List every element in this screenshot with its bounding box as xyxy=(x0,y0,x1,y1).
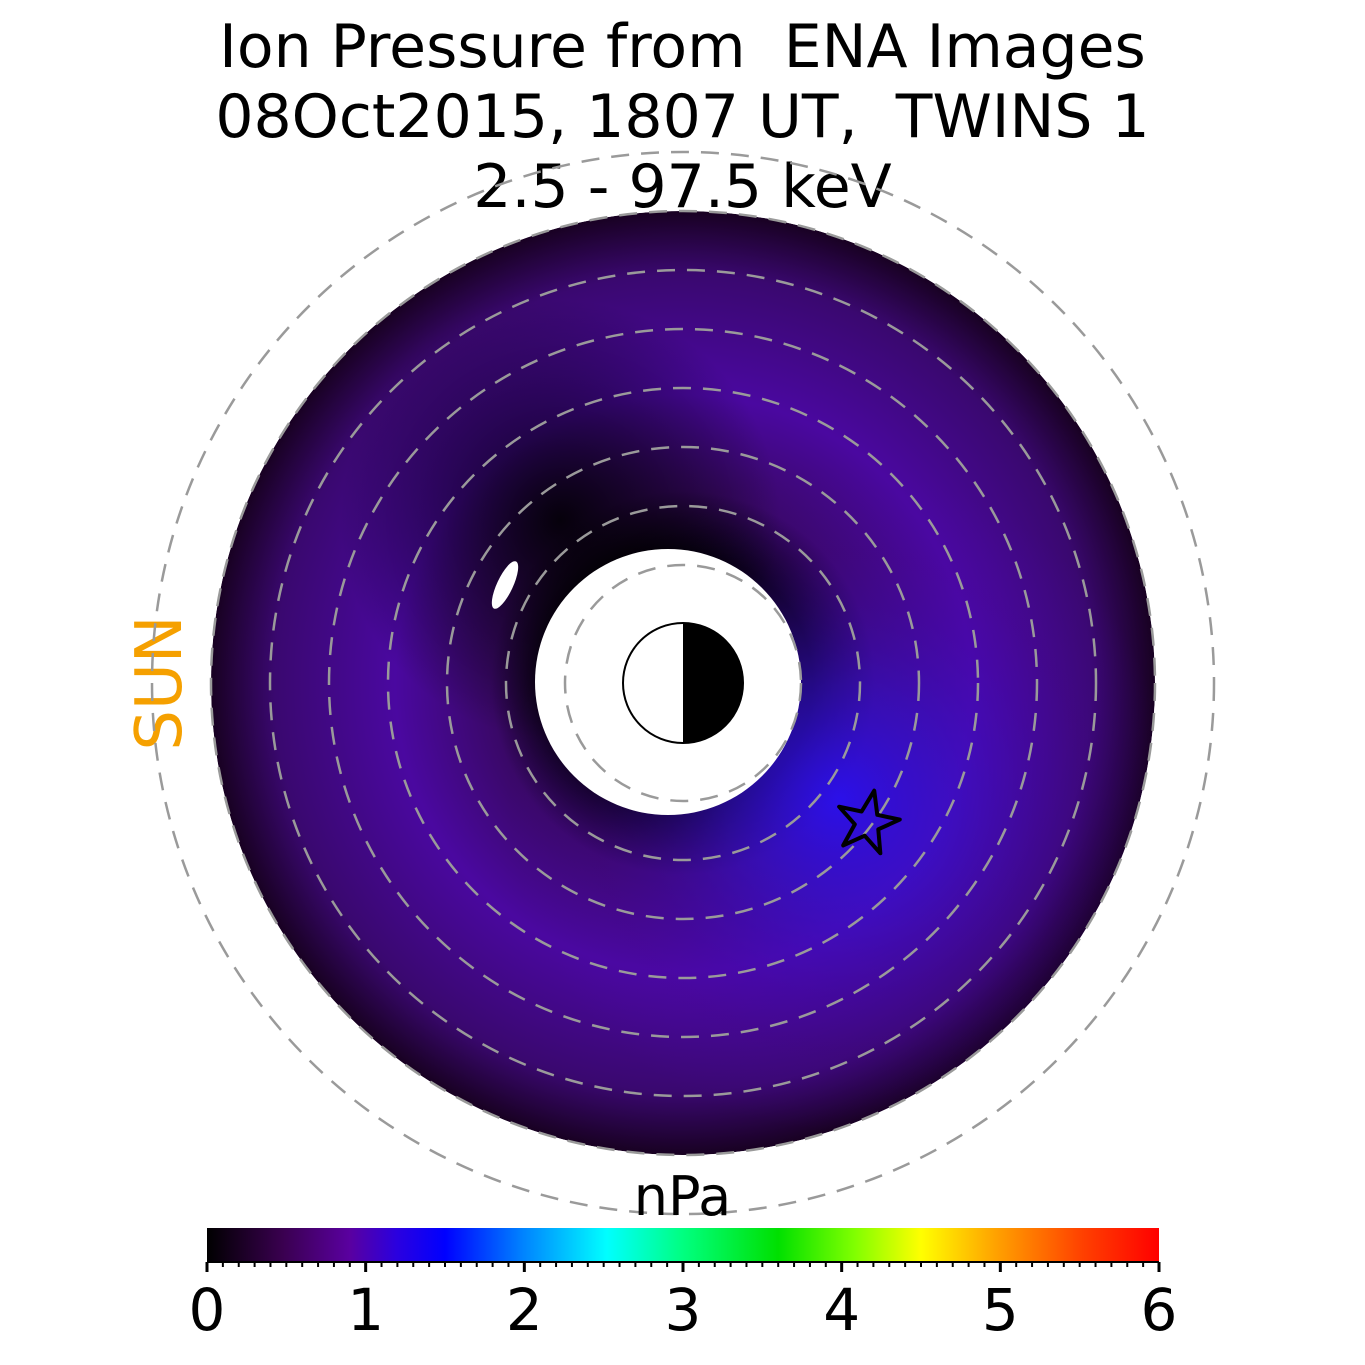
star-icon xyxy=(837,788,902,856)
distance-circle xyxy=(268,268,1098,1098)
colorbar xyxy=(207,1228,1159,1262)
distance-circle xyxy=(563,563,803,803)
distance-circle xyxy=(327,327,1039,1039)
colorbar-tick-label: 1 xyxy=(347,1276,384,1344)
colorbar-tick-label: 3 xyxy=(665,1276,702,1344)
chart-title-line-2: 08Oct2015, 1807 UT, TWINS 1 xyxy=(215,82,1150,152)
distance-circle xyxy=(445,445,921,921)
colorbar-unit-label: nPa xyxy=(633,1165,732,1228)
distance-circle xyxy=(209,209,1157,1157)
distance-circles xyxy=(150,150,1216,1216)
colorbar-tick-label: 4 xyxy=(823,1276,860,1344)
colorbar-tick-label: 6 xyxy=(1141,1276,1178,1344)
distance-circle xyxy=(504,504,862,862)
earth-icon xyxy=(622,622,744,744)
colorbar-tick-label: 5 xyxy=(982,1276,1019,1344)
chart-title-line-1: Ion Pressure from ENA Images xyxy=(219,12,1146,82)
colorbar-tick-label: 2 xyxy=(506,1276,543,1344)
distance-circle xyxy=(386,386,980,980)
colorbar-tick-label: 0 xyxy=(189,1276,226,1344)
distance-circle xyxy=(150,150,1216,1216)
